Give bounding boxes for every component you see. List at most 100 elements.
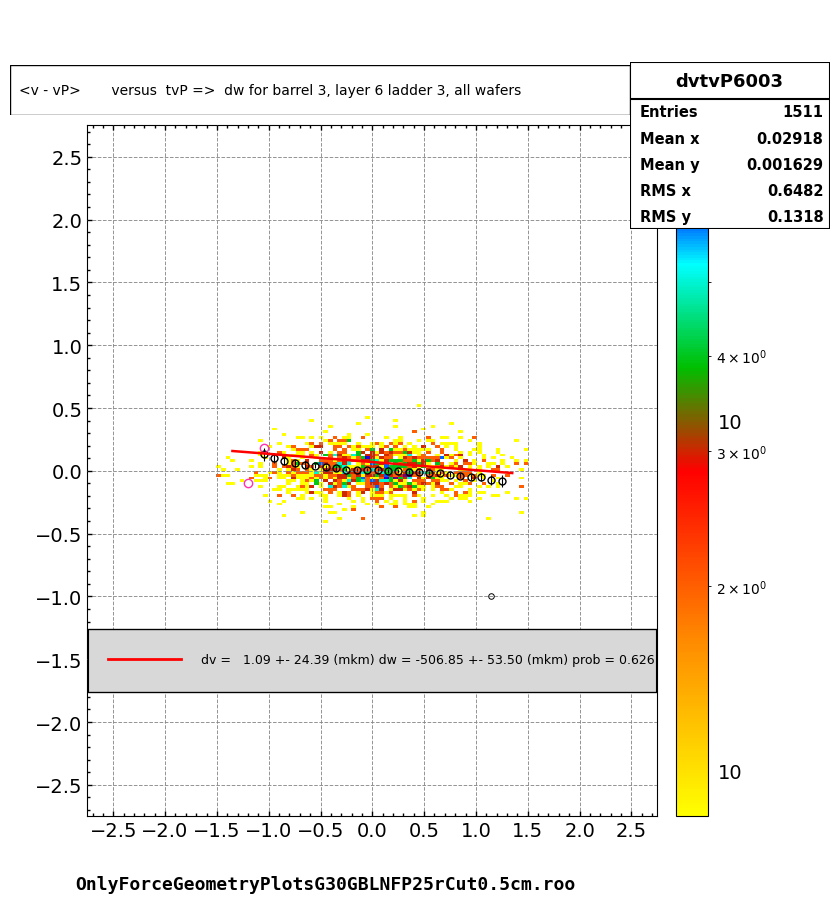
Bar — [430, 494, 435, 497]
Bar — [403, 446, 407, 448]
Bar — [365, 480, 370, 483]
Bar — [398, 471, 403, 474]
Bar — [417, 474, 421, 477]
Bar — [374, 451, 379, 454]
Bar — [449, 497, 453, 500]
Bar — [235, 468, 240, 471]
Bar — [435, 446, 440, 448]
Bar — [347, 454, 351, 457]
Bar — [374, 492, 379, 494]
Bar — [435, 457, 440, 460]
Bar — [374, 454, 379, 457]
Bar — [403, 471, 407, 474]
Bar — [435, 471, 440, 474]
Bar — [370, 468, 374, 471]
Bar — [453, 463, 458, 465]
Bar — [333, 443, 338, 446]
Bar — [449, 443, 453, 446]
Bar — [281, 485, 286, 489]
Bar — [435, 460, 440, 463]
Bar — [305, 460, 310, 463]
Bar — [407, 471, 412, 474]
Bar — [379, 489, 384, 492]
Bar — [430, 457, 435, 460]
Bar — [286, 446, 291, 448]
Bar — [338, 460, 342, 463]
Bar — [389, 480, 394, 483]
Bar — [449, 489, 453, 492]
Bar — [351, 460, 356, 463]
Bar — [412, 503, 417, 506]
Bar — [482, 457, 487, 460]
Bar — [477, 471, 482, 474]
Bar — [384, 474, 389, 477]
Text: 0.1318: 0.1318 — [767, 209, 824, 225]
Bar — [426, 463, 430, 465]
Bar — [216, 474, 221, 477]
Bar — [421, 446, 426, 448]
Bar — [314, 471, 319, 474]
Bar — [258, 454, 263, 457]
Bar — [286, 457, 291, 460]
Bar — [338, 474, 342, 477]
Bar — [295, 437, 300, 439]
Bar — [305, 443, 310, 446]
Bar — [417, 477, 421, 480]
Bar — [351, 477, 356, 480]
Bar — [361, 480, 365, 483]
Bar — [221, 468, 225, 471]
Bar — [328, 460, 333, 463]
Bar — [458, 451, 463, 454]
Bar — [310, 474, 314, 477]
Bar — [333, 448, 338, 451]
Bar — [328, 454, 333, 457]
Bar — [347, 460, 351, 463]
Bar — [389, 471, 394, 474]
Bar — [398, 437, 403, 439]
Text: 1: 1 — [717, 147, 730, 166]
Bar — [338, 454, 342, 457]
Bar — [379, 465, 384, 468]
Bar — [379, 463, 384, 465]
Bar — [398, 460, 403, 463]
Bar — [333, 511, 338, 514]
Bar — [221, 474, 225, 477]
Bar — [496, 477, 500, 480]
Bar — [295, 465, 300, 468]
Bar — [453, 480, 458, 483]
Bar — [468, 439, 473, 443]
Bar — [426, 465, 430, 468]
Bar — [365, 448, 370, 451]
Bar — [88, 630, 656, 692]
Bar — [398, 457, 403, 460]
Bar — [435, 468, 440, 471]
Bar — [310, 471, 314, 474]
Bar — [440, 485, 444, 489]
Bar — [463, 474, 468, 477]
Bar — [324, 465, 328, 468]
Bar — [342, 477, 347, 480]
Bar — [300, 485, 305, 489]
Bar — [440, 500, 444, 503]
Bar — [314, 480, 319, 483]
Bar — [384, 500, 389, 503]
Bar — [417, 457, 421, 460]
Bar — [295, 489, 300, 492]
Bar — [394, 500, 398, 503]
Bar — [421, 471, 426, 474]
Bar — [496, 451, 500, 454]
Bar — [421, 485, 426, 489]
Bar — [384, 457, 389, 460]
Bar — [407, 489, 412, 492]
Bar — [342, 457, 347, 460]
Bar — [473, 477, 477, 480]
Bar — [440, 448, 444, 451]
Bar — [440, 463, 444, 465]
Bar — [319, 485, 324, 489]
Bar — [295, 460, 300, 463]
Bar — [281, 465, 286, 468]
Bar — [356, 460, 361, 463]
Bar — [319, 471, 324, 474]
Bar — [477, 474, 482, 477]
Bar — [379, 480, 384, 483]
